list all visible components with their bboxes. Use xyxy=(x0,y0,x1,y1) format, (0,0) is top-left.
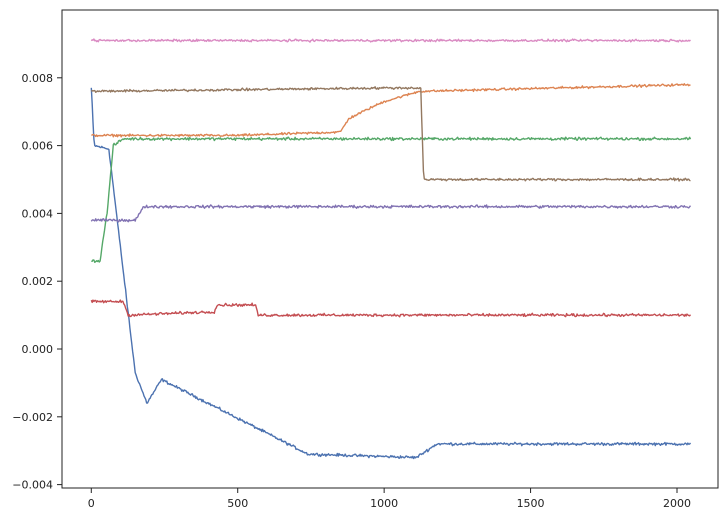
y-tick-label: 0.002 xyxy=(22,275,54,288)
plot-lines xyxy=(90,38,692,460)
x-tick-label: 0 xyxy=(88,497,95,510)
y-tick-label: 0.000 xyxy=(22,343,54,356)
series-line-7 xyxy=(90,38,691,43)
series-line-1 xyxy=(90,87,692,460)
series-line-3 xyxy=(91,136,692,263)
series-line-2 xyxy=(91,82,691,138)
series-line-5 xyxy=(90,204,692,223)
axes-frame xyxy=(61,9,719,489)
x-tick-label: 2000 xyxy=(663,497,691,510)
y-tick-label: −0.002 xyxy=(12,411,53,424)
y-tick-label: −0.004 xyxy=(12,479,53,492)
y-tick-label: 0.004 xyxy=(22,207,54,220)
x-axis: 0 500 1000 1500 2000 xyxy=(88,488,691,510)
y-axis: −0.004 −0.002 0.000 0.002 0.004 0.006 0.008 xyxy=(12,72,62,492)
x-tick-label: 500 xyxy=(227,497,248,510)
y-tick-label: 0.008 xyxy=(22,72,54,85)
y-tick-label: 0.006 xyxy=(22,140,54,153)
series-line-6 xyxy=(90,86,691,182)
series-line-4 xyxy=(90,299,692,318)
x-tick-label: 1000 xyxy=(370,497,398,510)
x-tick-label: 1500 xyxy=(517,497,545,510)
